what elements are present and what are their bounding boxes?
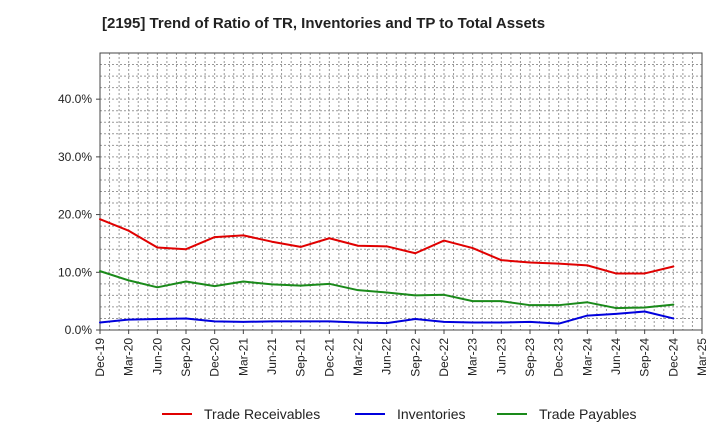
legend-label-trade-payables: Trade Payables (539, 406, 637, 422)
grid (100, 53, 702, 330)
chart-title: [2195] Trend of Ratio of TR, Inventories… (102, 15, 546, 32)
x-tick-label: Sep-20 (179, 338, 193, 377)
plot-frame (99, 52, 703, 331)
x-tick-label: Mar-23 (466, 338, 480, 376)
series-layer (99, 218, 675, 325)
y-tick-label: 30.0% (58, 150, 92, 164)
x-tick-label: Jun-24 (609, 338, 623, 375)
x-tick-label: Dec-23 (552, 338, 566, 377)
y-tick-label: 10.0% (58, 265, 92, 279)
x-tick-label: Dec-22 (437, 338, 451, 377)
y-tick-label: 20.0% (58, 208, 92, 222)
x-tick-label: Dec-21 (322, 338, 336, 377)
y-tick-label: 40.0% (58, 92, 92, 106)
series-line-inventories (99, 310, 675, 325)
x-axis: Dec-19 Mar-20 Jun-20 Sep-20 Dec-20 Mar-21 Jun-… (93, 330, 709, 377)
series-line-trade-payables (99, 270, 675, 310)
x-tick-label: Dec-19 (93, 338, 107, 377)
x-tick-label: Sep-24 (638, 338, 652, 377)
x-tick-label: Mar-25 (695, 338, 709, 376)
x-tick-label: Jun-22 (380, 338, 394, 375)
x-tick-label: Dec-20 (208, 338, 222, 377)
x-tick-label: Mar-21 (236, 338, 250, 376)
series-line-trade-receivables (99, 218, 675, 275)
y-axis: 0.0% 10.0% 20.0% 30.0% 40.0% (58, 92, 100, 337)
legend-label-trade-receivables: Trade Receivables (204, 406, 320, 422)
x-tick-label: Mar-24 (580, 338, 594, 376)
x-tick-label: Jun-20 (150, 338, 164, 375)
x-tick-label: Sep-22 (408, 338, 422, 377)
legend-label-inventories: Inventories (397, 406, 465, 422)
x-tick-label: Dec-24 (666, 338, 680, 377)
x-tick-label: Sep-23 (523, 338, 537, 377)
x-tick-label: Jun-21 (265, 338, 279, 375)
legend: Trade Receivables Inventories Trade Payabl… (162, 406, 637, 422)
x-tick-label: Mar-20 (122, 338, 136, 376)
x-tick-label: Jun-23 (494, 338, 508, 375)
x-tick-label: Sep-21 (294, 338, 308, 377)
x-tick-label: Mar-22 (351, 338, 365, 376)
y-tick-label: 0.0% (65, 323, 93, 337)
